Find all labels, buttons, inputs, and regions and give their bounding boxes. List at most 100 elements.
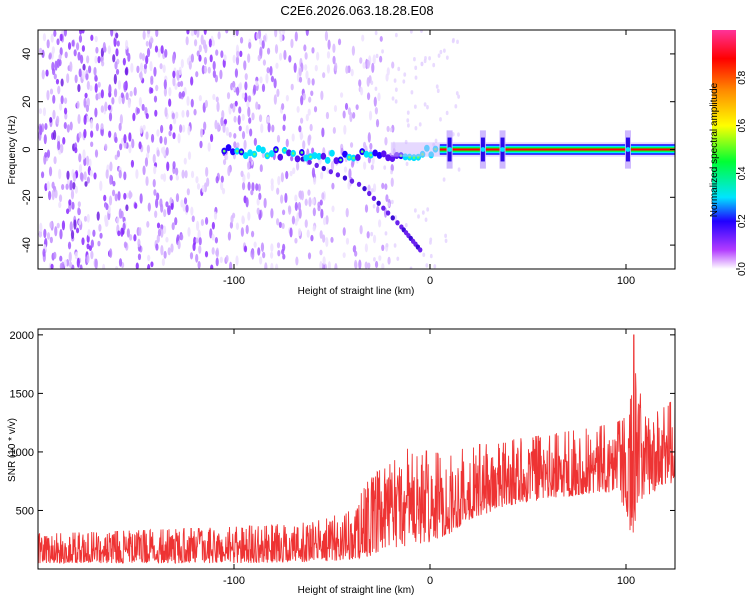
spectrogram-noise-cell <box>120 227 124 237</box>
spectrogram-noise-cell <box>321 127 325 138</box>
spectrogram-noise-cell <box>78 30 83 35</box>
spectrogram-noise-cell <box>183 157 187 165</box>
spectrogram-noise-cell <box>305 113 309 122</box>
spectrogram-noise-cell <box>273 94 277 105</box>
spectrogram-noise-cell <box>175 111 179 119</box>
spectrogram-noise-cell <box>63 97 68 105</box>
spectrogram-noise-cell <box>190 206 194 216</box>
spectrogram-noise-cell <box>405 161 409 167</box>
spectrogram-noise-cell <box>208 38 212 48</box>
spectrogram-branch-cell <box>362 186 367 192</box>
spectrogram-noise-cell <box>225 153 229 161</box>
spectrogram-noise-cell <box>232 54 236 64</box>
spectrogram-noise-cell <box>115 68 120 75</box>
spectrogram-noise-cell <box>204 44 208 54</box>
spectrogram-noise-cell <box>128 144 132 154</box>
spectrogram-noise-cell <box>94 149 99 158</box>
spectrogram-noise-cell <box>334 263 338 269</box>
spectrogram-noise-cell <box>42 248 46 257</box>
spectrogram-signal-core <box>347 155 351 159</box>
spectrogram-noise-cell <box>210 264 214 269</box>
spectrogram-noise-cell <box>127 52 131 62</box>
spectrogram-noise-cell <box>259 46 263 56</box>
spectrogram-signal-core <box>309 155 312 159</box>
spectrogram-noise-cell <box>439 117 442 122</box>
spectrogram-noise-cell <box>373 96 377 107</box>
spectrogram-noise-cell <box>209 133 214 143</box>
spectrogram-noise-cell <box>78 68 82 78</box>
spectrogram-branch-cell <box>335 172 341 178</box>
spectrogram-noise-cell <box>87 229 91 237</box>
spectrogram-noise-cell <box>126 228 130 238</box>
spectrogram-noise-cell <box>98 224 102 232</box>
spectrogram-noise-cell <box>255 32 259 40</box>
spectrogram-signal-cell <box>320 152 327 160</box>
spectrogram-noise-cell <box>163 87 168 97</box>
spectrogram-noise-cell <box>219 256 223 264</box>
spectrogram-noise-cell <box>358 259 362 269</box>
spectrogram-noise-cell <box>182 203 186 212</box>
spectrogram-noise-cell <box>386 125 390 133</box>
spectrogram-noise-cell <box>169 174 173 181</box>
spectrogram-noise-cell <box>113 36 117 48</box>
spectrogram-noise-cell <box>102 263 106 269</box>
spectrogram-noise-cell <box>304 219 308 228</box>
spectrogram-noise-cell <box>322 72 326 79</box>
spectrogram-noise-cell <box>429 253 433 259</box>
spectrogram-noise-cell <box>305 30 309 37</box>
spectrogram-noise-cell <box>165 201 169 208</box>
spectrogram-noise-cell <box>409 266 413 269</box>
spectrogram-noise-cell <box>186 109 190 118</box>
spectrogram-noise-cell <box>195 176 199 184</box>
y-tick-label: -20 <box>21 189 33 205</box>
spectrogram-noise-cell <box>203 30 207 36</box>
spectrogram-noise-cell <box>143 63 148 70</box>
spectrogram-noise-cell <box>155 84 159 92</box>
spectrogram-noise-cell <box>97 55 101 64</box>
spectrogram-noise-cell <box>183 197 188 205</box>
spectrogram-signal-core <box>352 156 355 160</box>
spectrogram-noise-cell <box>94 107 98 118</box>
spectrogram-noise-cell <box>366 231 370 239</box>
spectrogram-noise-cell <box>193 108 197 116</box>
spectrogram-noise-cell <box>165 236 169 243</box>
spectrogram-noise-cell <box>43 228 47 239</box>
spectrogram-noise-cell <box>56 222 60 229</box>
y-tick-label: 500 <box>16 505 34 517</box>
spectrogram-noise-cell <box>68 261 73 268</box>
spectrogram-noise-cell <box>96 211 100 221</box>
spectrogram-noise-cell <box>445 110 449 116</box>
spectrogram-branch-cell <box>356 181 362 187</box>
spectrogram-noise-cell <box>390 177 394 188</box>
x-tick-label: -100 <box>223 275 245 287</box>
spectrogram-noise-cell <box>294 237 298 244</box>
spectrogram-noise-cell <box>418 122 422 127</box>
spectrogram-noise-cell <box>59 33 63 42</box>
spectrogram-noise-cell <box>38 47 43 55</box>
spectrogram-noise-cell <box>145 112 149 119</box>
spectrogram-noise-cell <box>327 39 331 50</box>
spectrogram-noise-cell <box>56 58 60 69</box>
spectrogram-noise-cell <box>229 261 233 269</box>
spectrogram-noise-cell <box>275 263 279 269</box>
spectrogram-noise-cell <box>444 238 448 243</box>
spectrogram-noise-cell <box>71 201 75 210</box>
spectrogram-noise-cell <box>103 194 107 202</box>
spectrogram-noise-cell <box>277 249 281 257</box>
spectrogram-noise-cell <box>117 80 122 90</box>
spectrogram-noise-cell <box>200 218 205 227</box>
spectrogram-noise-cell <box>53 30 57 37</box>
spectrogram-noise-cell <box>375 53 379 59</box>
spectrogram-noise-cell <box>154 109 158 117</box>
spectrogram-noise-cell <box>407 123 410 128</box>
spectrogram-noise-cell <box>166 161 170 172</box>
spectrogram-noise-cell <box>72 182 76 190</box>
spectrogram-noise-cell <box>159 135 163 144</box>
spectrogram-noise-cell <box>348 168 352 179</box>
spectrogram-noise-cell <box>90 130 94 138</box>
spectrogram-noise-cell <box>141 103 145 112</box>
spectrogram-branch-cell <box>328 169 334 175</box>
spectrogram-noise-cell <box>76 257 80 268</box>
spectrogram-noise-cell <box>455 91 459 96</box>
